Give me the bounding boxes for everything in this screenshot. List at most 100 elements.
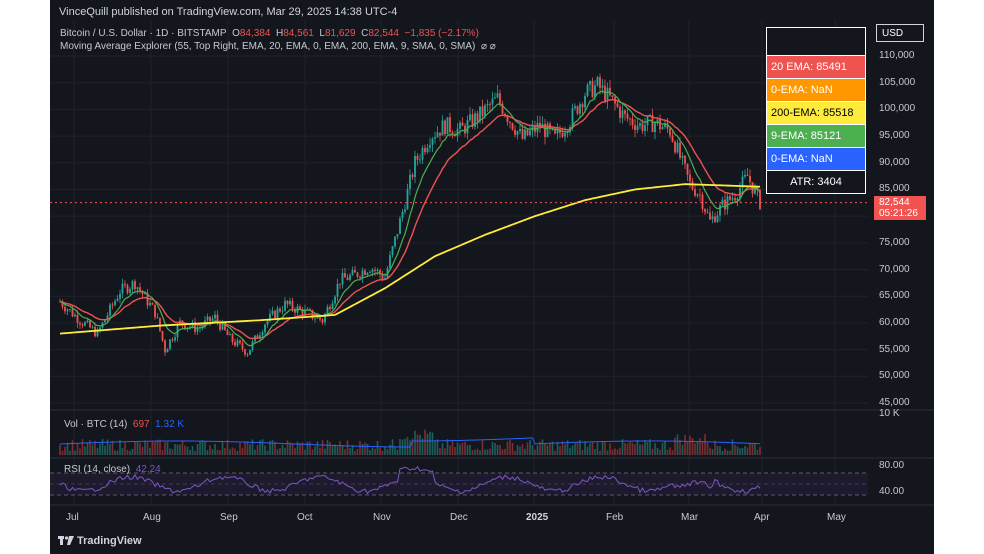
candle-body [466,120,469,134]
volume-bar [221,441,224,455]
volume-bar [659,449,661,455]
time-tick: Nov [373,512,391,523]
volume-bar [734,444,736,455]
volume-bar [229,449,231,455]
candle-body [401,211,404,219]
volume-bar [169,448,171,455]
candle-body [469,114,471,121]
volume-bar [449,445,451,455]
candle-body [741,176,744,188]
tradingview-logo[interactable]: TradingView [58,535,142,547]
volume-bar [531,445,534,455]
volume-bar [111,440,114,455]
volume-bar [146,442,149,455]
candle-body [109,304,111,316]
volume-legend[interactable]: Vol · BTC (14) 697 1.32 K [64,419,184,430]
symbol-legend[interactable]: Bitcoin / U.S. Dollar · 1D · BITSTAMP O8… [60,28,479,39]
candle-body [221,322,224,330]
volume-bar [289,442,291,455]
candle-body [354,269,356,273]
candle-body [229,334,231,336]
volume-bar [741,448,744,455]
volume-bar [516,445,519,455]
volume-bar [329,441,331,455]
candle-body [449,117,451,133]
candle-body [154,304,156,318]
volume-bar [599,450,601,455]
candle-body [654,123,656,132]
volume-bar [726,450,729,455]
price-chart[interactable] [50,0,934,554]
candle-body [519,128,521,132]
volume-bar [461,442,464,455]
volume-bar [519,446,521,455]
last-price-badge: 82,544 05:21:26 [874,196,926,220]
volume-bar [694,443,696,455]
indicator-legend[interactable]: Moving Average Explorer (55, Top Right, … [60,41,496,52]
volume-bar [496,445,499,455]
candle-body [214,314,216,319]
candle-body [279,308,281,312]
volume-bar [699,438,701,455]
volume-bar [136,441,139,455]
currency-selector[interactable]: USD [876,24,924,42]
candle-body [489,104,491,105]
volume-bar [379,447,381,455]
volume-bar [351,445,354,455]
volume-bar [546,445,549,455]
volume-bar [654,443,656,455]
candle-body [421,147,424,160]
candle-body [304,309,306,316]
volume-bar [394,447,396,455]
candle-body [621,110,624,118]
ema9-line [59,90,761,347]
volume-bar [721,450,724,455]
volume-bar [61,450,64,455]
volume-bar [646,442,649,455]
volume-title: Vol · BTC (14) [64,419,128,430]
candle-body [564,132,566,137]
volume-bar [609,443,611,455]
candle-body [89,320,91,328]
candle-body [754,187,756,194]
candle-body [131,281,134,290]
candle-body [554,129,556,134]
volume-bar [374,448,376,455]
volume-bar [319,447,321,455]
volume-bar [384,446,386,455]
candle-body [414,155,416,178]
volume-bar [581,449,584,455]
volume-bar [359,441,361,455]
volume-bar [714,440,716,455]
candle-body [266,320,269,325]
volume-bar [174,444,176,455]
volume-bar [474,449,476,455]
volume-bar [186,446,189,455]
volume-bar [264,445,266,455]
volume-bar [159,439,161,455]
candle-body [141,290,144,295]
candle-body [579,104,581,114]
volume-bar [309,441,311,455]
volume-bar [296,441,299,455]
rsi-legend[interactable]: RSI (14, close) 42.24 [64,464,161,475]
candle-body [326,306,329,314]
candle-body [616,103,619,107]
candle-body [81,324,84,326]
volume-bar [341,444,344,455]
volume-bar [371,447,374,455]
volume-bar [551,441,554,455]
volume-bar [509,439,511,455]
candle-body [119,293,121,299]
candle-body [396,233,399,237]
volume-bar [109,444,111,455]
indicator-visibility-icon[interactable]: ⌀ ⌀ [480,41,496,52]
volume-bar [746,447,749,455]
volume-bar [571,445,574,455]
ma-table-row-5: 0-EMA: NaN [767,147,865,170]
volume-bar [619,447,621,455]
volume-bar [536,445,539,455]
candle-body [61,301,64,307]
candle-body [106,315,109,320]
candle-body [591,81,594,97]
